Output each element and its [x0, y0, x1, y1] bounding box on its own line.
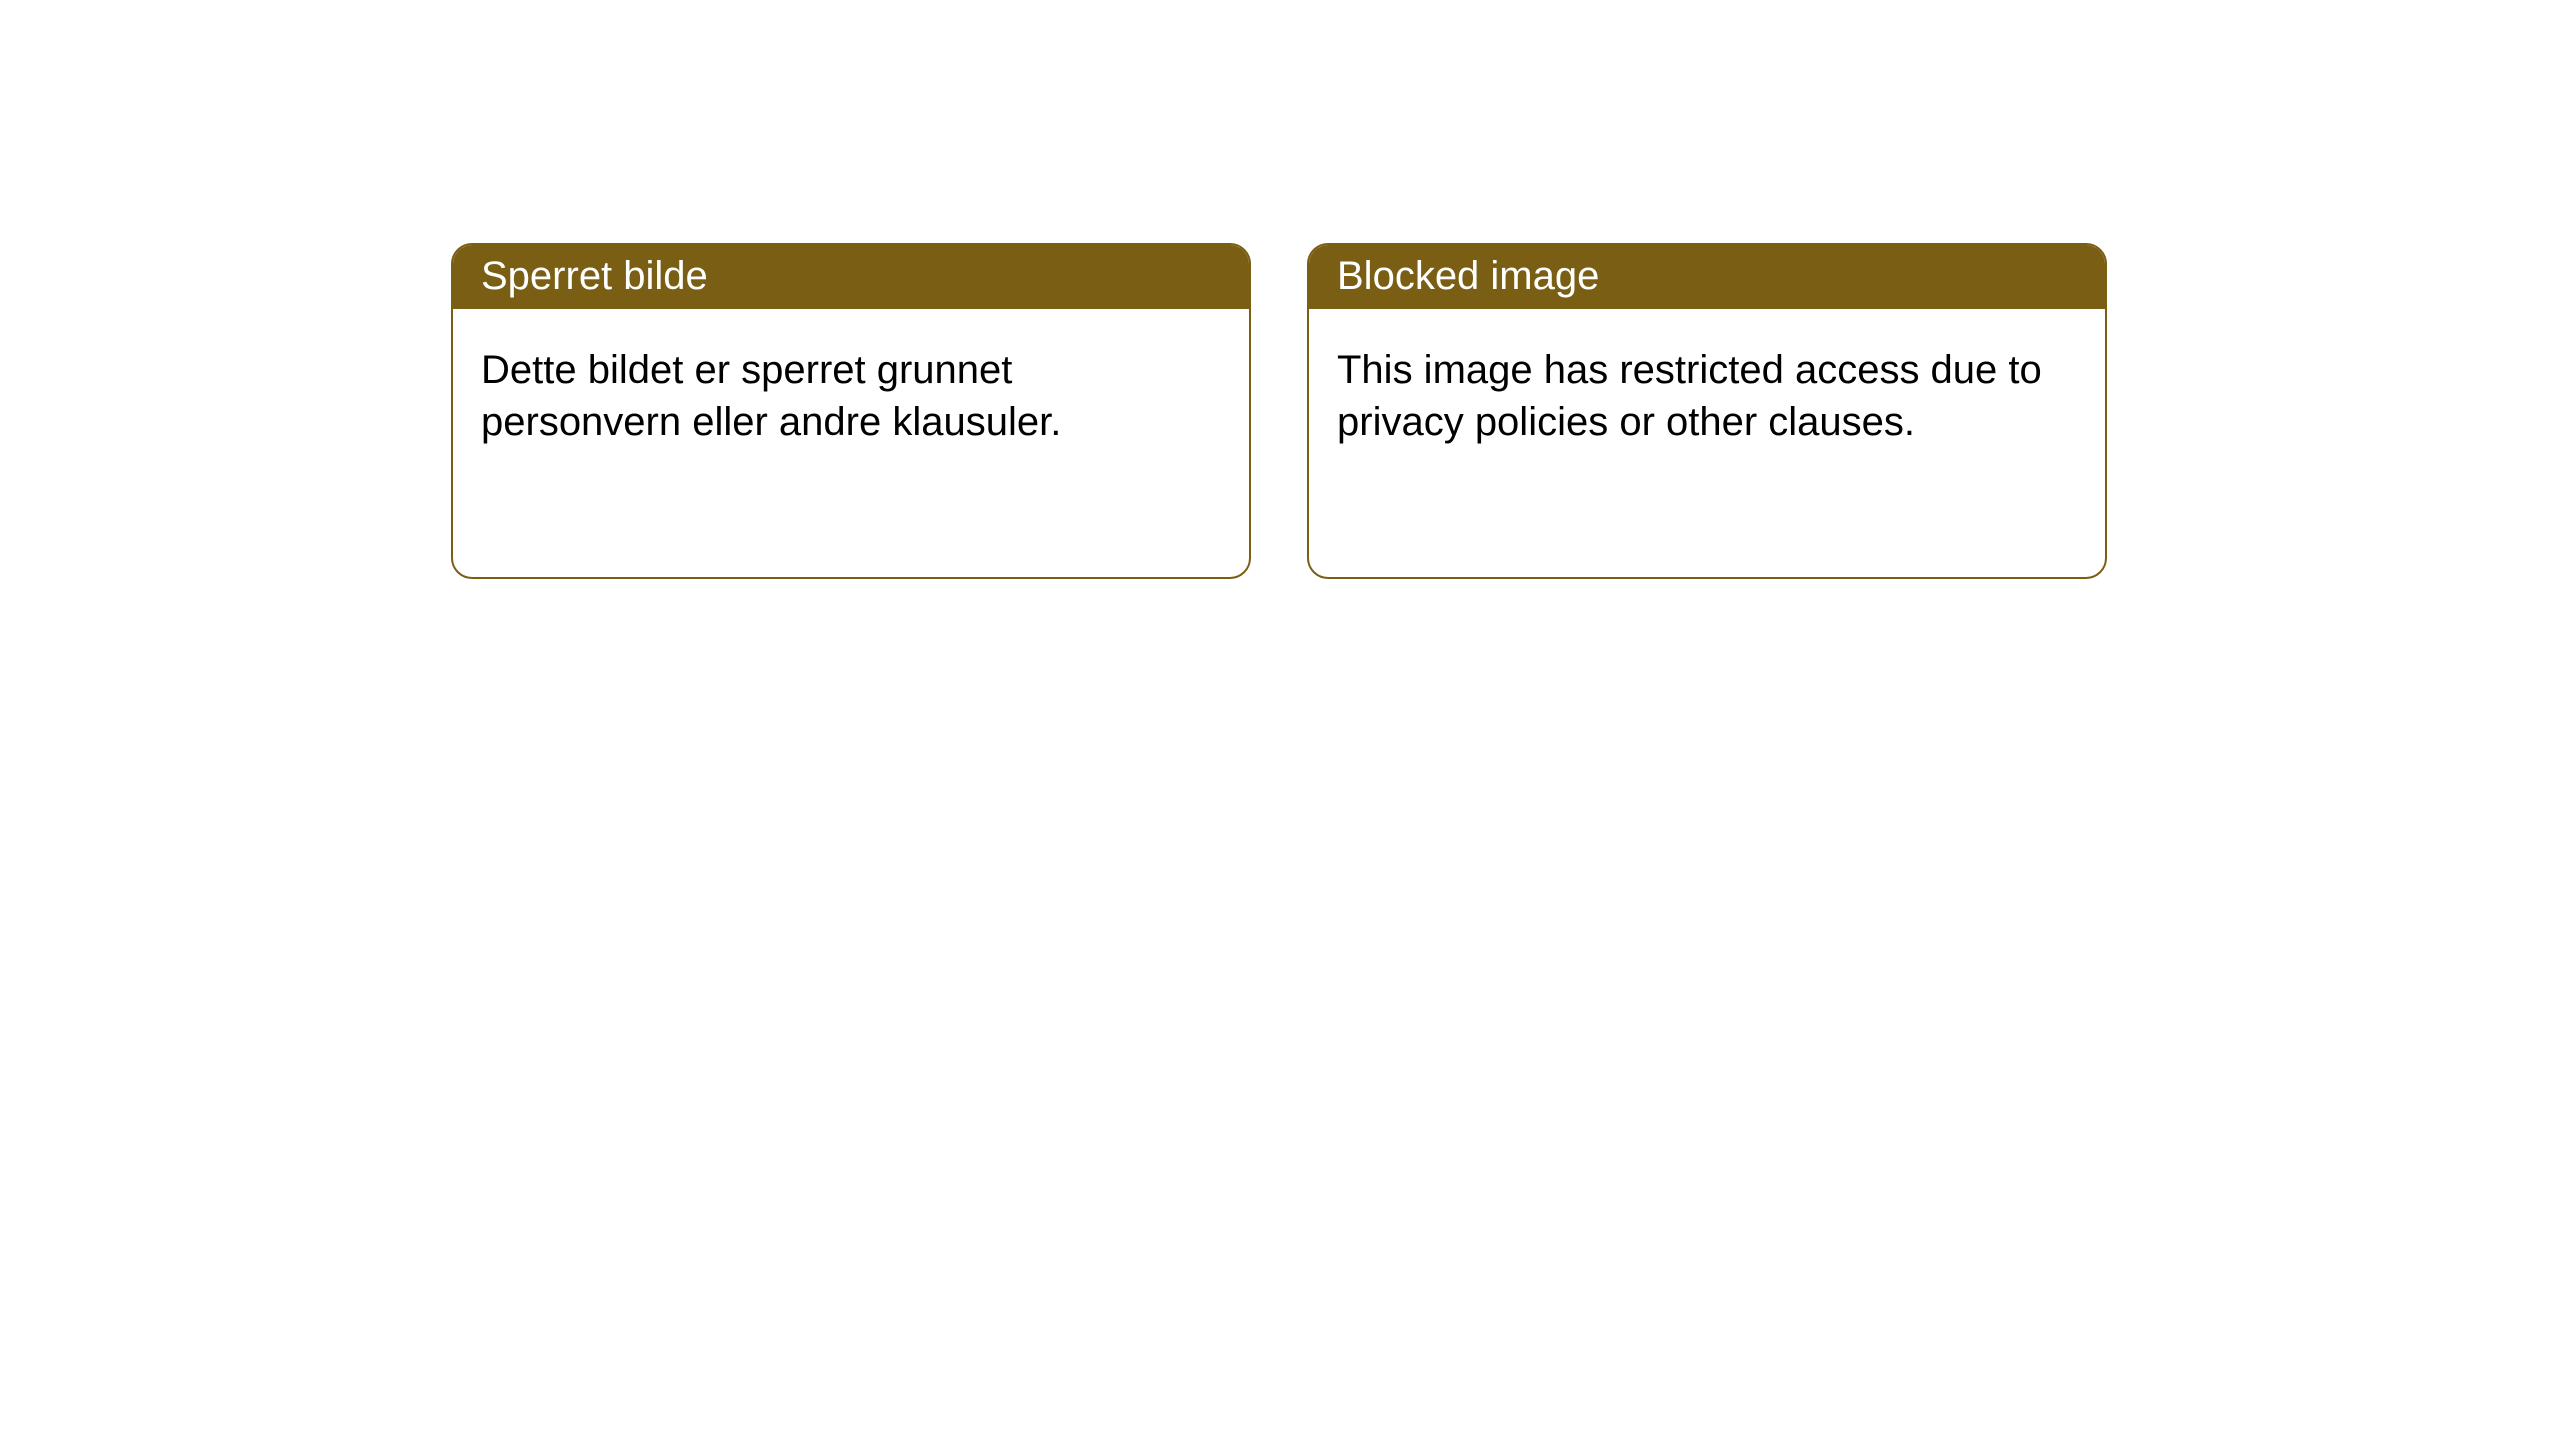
blocked-image-card-no: Sperret bilde Dette bildet er sperret gr…: [451, 243, 1251, 579]
card-container: Sperret bilde Dette bildet er sperret gr…: [0, 0, 2560, 579]
card-title: Sperret bilde: [453, 245, 1249, 309]
card-body-text: Dette bildet er sperret grunnet personve…: [453, 309, 1249, 483]
blocked-image-card-en: Blocked image This image has restricted …: [1307, 243, 2107, 579]
card-body-text: This image has restricted access due to …: [1309, 309, 2105, 483]
card-title: Blocked image: [1309, 245, 2105, 309]
